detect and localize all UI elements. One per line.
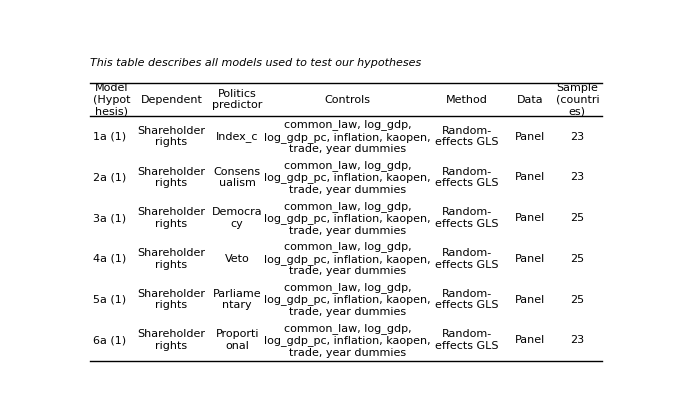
Text: common_law, log_gdp,
log_gdp_pc, inflation, kaopen,
trade, year dummies: common_law, log_gdp, log_gdp_pc, inflati… [264,201,431,235]
Text: 25: 25 [570,213,584,223]
Text: Sample
(countri
es): Sample (countri es) [555,83,599,116]
Text: common_law, log_gdp,
log_gdp_pc, inflation, kaopen,
trade, year dummies: common_law, log_gdp, log_gdp_pc, inflati… [264,323,431,358]
Text: 3a (1): 3a (1) [93,213,125,223]
Text: Random-
effects GLS: Random- effects GLS [435,126,499,147]
Text: 25: 25 [570,294,584,304]
Text: Panel: Panel [515,172,545,183]
Text: 4a (1): 4a (1) [93,254,126,264]
Text: 23: 23 [570,132,584,142]
Text: Method: Method [446,95,488,104]
Text: Shareholder
rights: Shareholder rights [138,248,205,270]
Text: Panel: Panel [515,254,545,264]
Text: Panel: Panel [515,294,545,304]
Text: Shareholder
rights: Shareholder rights [138,207,205,229]
Text: 5a (1): 5a (1) [93,294,125,304]
Text: Panel: Panel [515,213,545,223]
Text: Consens
ualism: Consens ualism [214,166,261,188]
Text: 6a (1): 6a (1) [93,335,125,345]
Text: Model
(Hypot
hesis): Model (Hypot hesis) [93,83,130,116]
Text: Random-
effects GLS: Random- effects GLS [435,166,499,188]
Text: Random-
effects GLS: Random- effects GLS [435,289,499,310]
Text: Data: Data [517,95,543,104]
Text: Veto: Veto [224,254,250,264]
Text: 23: 23 [570,172,584,183]
Text: Parliame
ntary: Parliame ntary [213,289,262,310]
Text: common_law, log_gdp,
log_gdp_pc, inflation, kaopen,
trade, year dummies: common_law, log_gdp, log_gdp_pc, inflati… [264,241,431,276]
Text: Panel: Panel [515,132,545,142]
Text: 25: 25 [570,254,584,264]
Text: Democra
cy: Democra cy [212,207,262,229]
Text: common_law, log_gdp,
log_gdp_pc, inflation, kaopen,
trade, year dummies: common_law, log_gdp, log_gdp_pc, inflati… [264,160,431,195]
Text: common_law, log_gdp,
log_gdp_pc, inflation, kaopen,
trade, year dummies: common_law, log_gdp, log_gdp_pc, inflati… [264,282,431,317]
Text: 2a (1): 2a (1) [93,172,126,183]
Text: Shareholder
rights: Shareholder rights [138,126,205,147]
Text: This table describes all models used to test our hypotheses: This table describes all models used to … [90,57,421,67]
Text: 1a (1): 1a (1) [93,132,125,142]
Text: Shareholder
rights: Shareholder rights [138,330,205,351]
Text: Dependent: Dependent [140,95,203,104]
Text: Random-
effects GLS: Random- effects GLS [435,248,499,270]
Text: Random-
effects GLS: Random- effects GLS [435,207,499,229]
Text: common_law, log_gdp,
log_gdp_pc, inflation, kaopen,
trade, year dummies: common_law, log_gdp, log_gdp_pc, inflati… [264,119,431,154]
Text: Panel: Panel [515,335,545,345]
Text: Proporti
onal: Proporti onal [216,330,259,351]
Text: Controls: Controls [325,95,370,104]
Text: 23: 23 [570,335,584,345]
Text: Shareholder
rights: Shareholder rights [138,289,205,310]
Text: Shareholder
rights: Shareholder rights [138,166,205,188]
Text: Index_c: Index_c [216,131,258,142]
Text: Politics
predictor: Politics predictor [212,89,262,110]
Text: Random-
effects GLS: Random- effects GLS [435,330,499,351]
